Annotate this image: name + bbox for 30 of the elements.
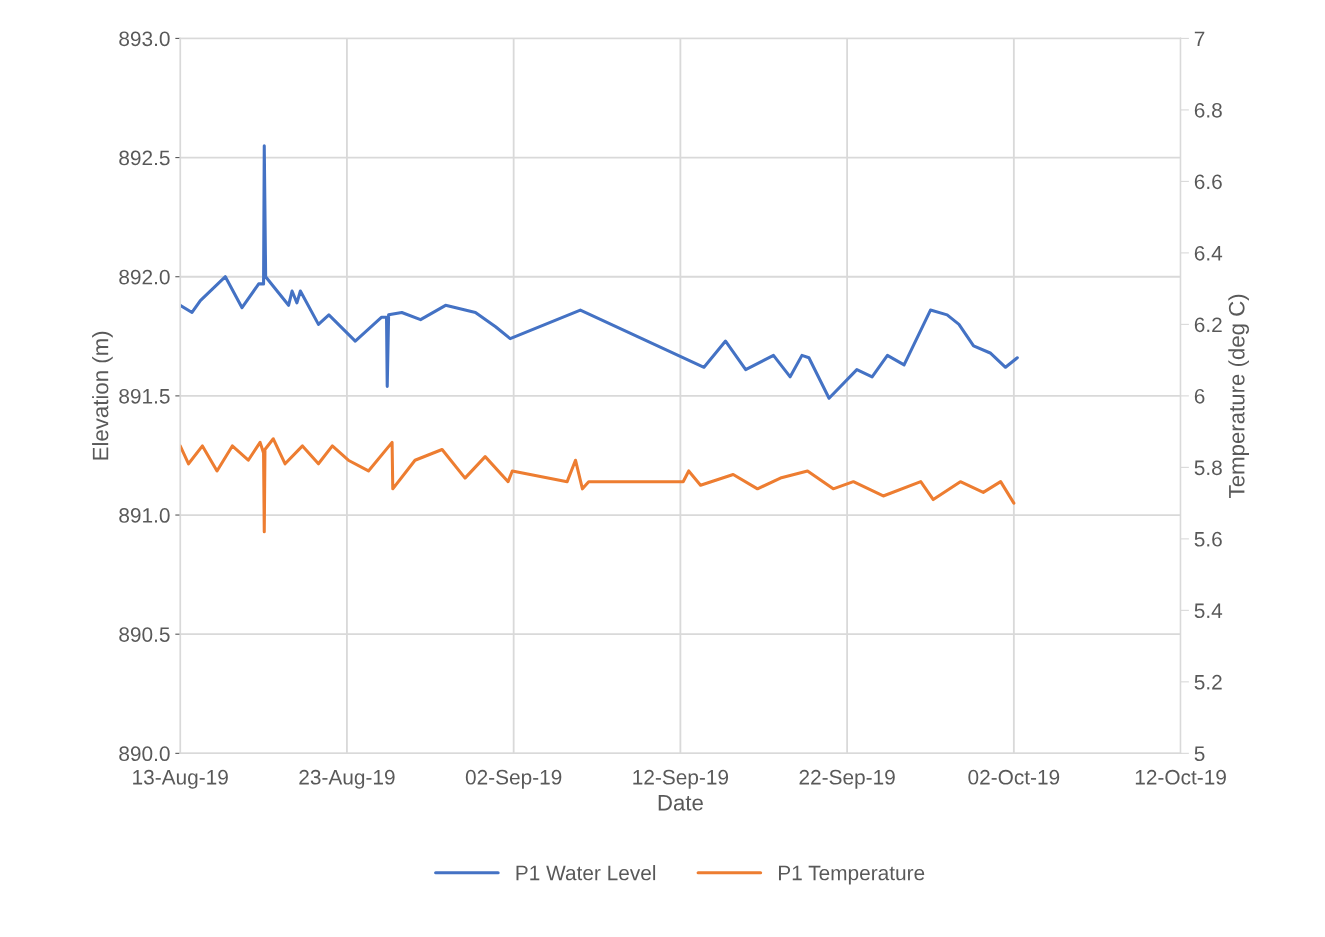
y2-tick-label: 7 (1194, 31, 1205, 46)
y-tick-label: 892.5 (119, 150, 170, 166)
x-axis-title: Date (658, 795, 703, 811)
y2-tick-label: 6.4 (1194, 245, 1223, 261)
x-tick-label: 02-Sep-19 (465, 769, 562, 789)
x-tick-label: 12-Sep-19 (633, 769, 729, 789)
y2-tick-label: 6.8 (1194, 102, 1222, 118)
y2-tick-label: 5.4 (1194, 603, 1223, 619)
y2-tick-label: 6.2 (1194, 317, 1222, 333)
x-tick-label: 23-Aug-19 (299, 769, 395, 789)
y-tick-label: 893.0 (119, 31, 170, 47)
y2-tick-label: 5.2 (1194, 674, 1222, 690)
y2-axis-title: Temperature (deg C) (1228, 294, 1249, 498)
x-tick-label: 22-Sep-19 (799, 769, 895, 789)
y2-tick-label: 5 (1194, 746, 1205, 762)
x-tick-label: 13-Aug-19 (133, 769, 228, 789)
y-tick-label: 891.0 (119, 508, 170, 523)
legend-label: P1 Temperature (779, 865, 925, 885)
y-tick-label: 890.0 (119, 746, 170, 762)
x-tick-label: 02-Oct-19 (968, 769, 1060, 785)
legend-label: P1 Water Level (516, 865, 656, 881)
y2-tick-label: 5.6 (1194, 531, 1222, 547)
y-tick-label: 892.0 (119, 269, 170, 285)
y-axis-title: Elevation (m) (92, 331, 113, 460)
y2-tick-label: 5.8 (1194, 460, 1222, 476)
y2-tick-label: 6.6 (1194, 174, 1222, 190)
x-tick-label: 12-Oct-19 (1135, 769, 1226, 785)
y-tick-label: 890.5 (119, 627, 170, 642)
y-tick-label: 891.5 (119, 388, 170, 404)
y2-tick-label: 6 (1194, 388, 1205, 404)
